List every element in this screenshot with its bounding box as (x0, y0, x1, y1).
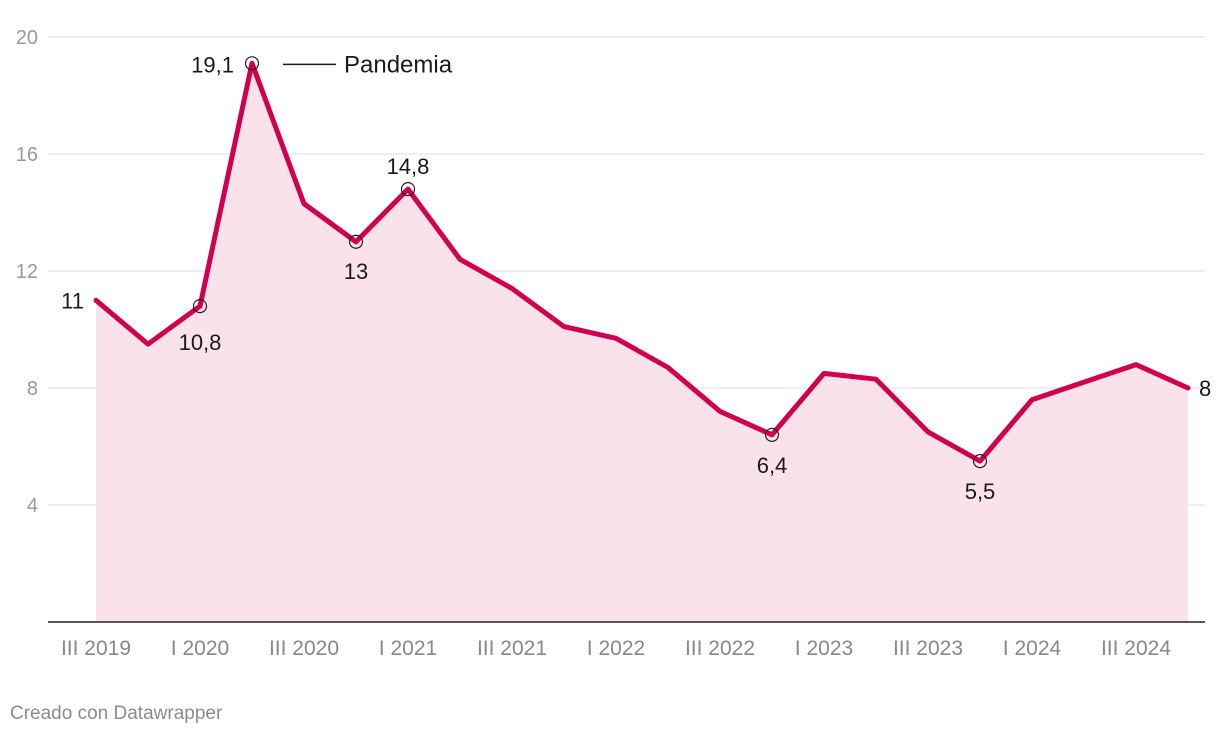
series-line (93, 60, 1191, 464)
data-label: 11 (61, 288, 84, 313)
x-tick-label: III 2024 (1101, 637, 1171, 660)
x-axis: III 2019 I 2020 III 2020 I 2021 III 2021 I 20… (61, 637, 1171, 660)
area-fill (96, 63, 1188, 623)
annotation-label: Pandemia (344, 51, 453, 78)
x-tick-label: I 2022 (587, 637, 645, 660)
x-tick-label: I 2021 (379, 637, 437, 660)
x-tick-label: III 2021 (477, 637, 547, 660)
data-markers (192, 56, 988, 469)
data-label: 6,4 (757, 453, 788, 478)
x-tick-label: III 2022 (685, 637, 755, 660)
data-label: 5,5 (965, 479, 996, 504)
data-label: 8 (1199, 376, 1211, 401)
y-tick-label: 8 (27, 378, 38, 400)
y-tick-label: 12 (16, 261, 38, 283)
data-label: 14,8 (387, 154, 430, 179)
data-marker (400, 182, 416, 197)
data-label: 19,1 (191, 52, 234, 77)
x-tick-label: I 2020 (171, 637, 229, 660)
y-tick-label: 20 (16, 27, 38, 49)
data-marker (348, 234, 364, 249)
x-tick-label: III 2023 (893, 637, 963, 660)
data-marker (192, 299, 208, 314)
data-marker (972, 454, 988, 469)
annotation: Pandemia (283, 51, 453, 78)
data-label: 10,8 (179, 330, 222, 355)
data-marker (244, 56, 260, 71)
y-tick-label: 4 (27, 495, 38, 517)
credit-text: Creado con Datawrapper (10, 703, 223, 724)
y-axis: 4 8 12 16 20 (16, 27, 38, 517)
x-tick-label: I 2023 (795, 637, 853, 660)
x-tick-label: I 2024 (1003, 637, 1062, 660)
data-label: 13 (344, 259, 368, 284)
data-labels: 11 10,8 19,1 13 14,8 6,4 5,5 8 (61, 52, 1211, 504)
x-tick-label: III 2020 (269, 637, 339, 660)
y-tick-label: 16 (16, 144, 38, 166)
x-tick-label: III 2019 (61, 637, 131, 660)
data-marker (764, 427, 780, 442)
